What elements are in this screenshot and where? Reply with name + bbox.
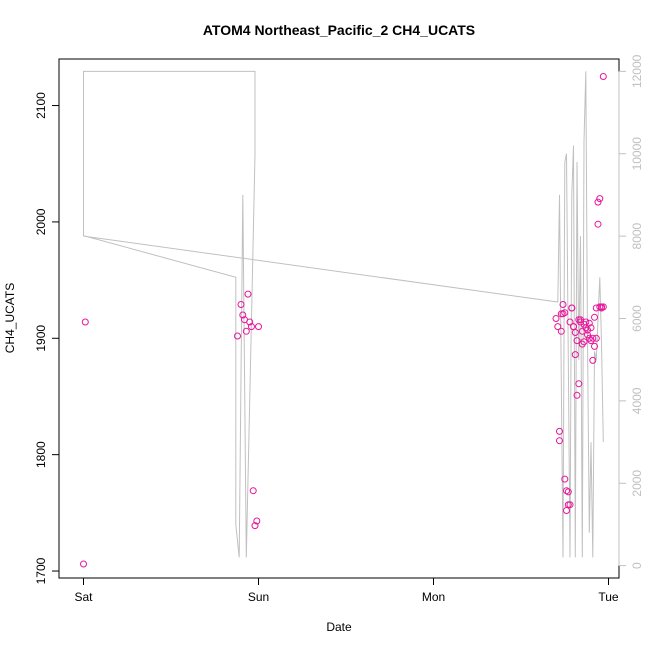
x-tick-label: Tue [598,590,619,604]
data-point [578,327,586,335]
data-point [564,488,572,496]
data-point [561,309,569,317]
data-point [556,427,563,435]
y-axis: 1700 1800 1900 2000 2100 [34,92,60,584]
data-point [248,323,255,331]
data-point [577,318,584,326]
data-point [580,320,588,328]
data-point [249,487,257,495]
data-point [582,318,590,326]
data-point [234,332,241,340]
data-point [253,517,261,525]
data-point [594,198,602,206]
right-y-tick-label: 4000 [630,387,644,414]
chart-title: ATOM4 Northeast_Pacific_2 CH4_UCATS [203,22,475,38]
data-point [246,318,254,326]
data-point [554,323,562,331]
plot-frame [58,58,620,579]
x-axis: Sat Sun Mon Tue [74,577,619,604]
altitude-line-layer [83,70,604,558]
data-point [599,73,607,80]
data-point [568,304,576,312]
data-point [573,391,581,399]
data-point [559,310,567,318]
x-tick-label: Sat [74,590,93,604]
right-y-axis: 0 2000 4000 6000 8000 10000 12000 [618,54,644,569]
altitude-line [83,70,604,558]
data-point [566,318,574,326]
data-point [566,501,574,509]
data-point [571,329,579,336]
right-y-tick-label: 10000 [630,137,644,171]
data-point [552,315,560,322]
data-point [596,195,604,203]
data-point [239,311,247,319]
data-point [591,342,598,350]
y-tick-label: 1900 [34,325,48,352]
data-point [557,327,565,335]
data-point [242,327,250,335]
data-point [585,319,593,327]
y-tick-label: 1800 [34,441,48,468]
x-tick-label: Sun [248,590,269,604]
right-y-tick-label: 12000 [630,54,644,88]
data-point [589,334,597,342]
data-point [255,323,262,331]
data-point [561,475,569,483]
x-axis-label: Date [326,620,352,634]
data-point [584,326,591,334]
right-y-tick-label: 8000 [630,222,644,249]
data-point [80,560,87,568]
data-point [584,331,591,339]
data-point [591,313,598,321]
data-point [592,304,600,312]
data-point [556,437,563,445]
right-y-tick-label: 2000 [630,470,644,497]
right-y-tick-label: 0 [630,562,644,569]
data-point [580,338,588,346]
x-tick-label: Mon [422,590,445,604]
data-point [592,334,600,342]
data-point [599,303,607,311]
data-point [244,290,252,298]
data-point [237,301,245,308]
data-point [563,507,570,514]
data-point [594,220,602,228]
data-point [563,487,570,495]
data-point [587,324,595,332]
y-axis-label: CH4_UCATS [3,283,17,353]
data-point [573,337,581,345]
y-tick-label: 1700 [34,557,48,584]
data-point [251,522,259,530]
data-point [571,351,579,359]
data-points-layer [80,73,607,568]
data-point [81,318,89,326]
right-y-tick-label: 6000 [630,305,644,332]
y-tick-label: 2100 [34,92,48,119]
y-tick-label: 2000 [34,208,48,235]
data-point [559,301,567,308]
data-point [575,380,583,388]
data-point [589,356,597,364]
